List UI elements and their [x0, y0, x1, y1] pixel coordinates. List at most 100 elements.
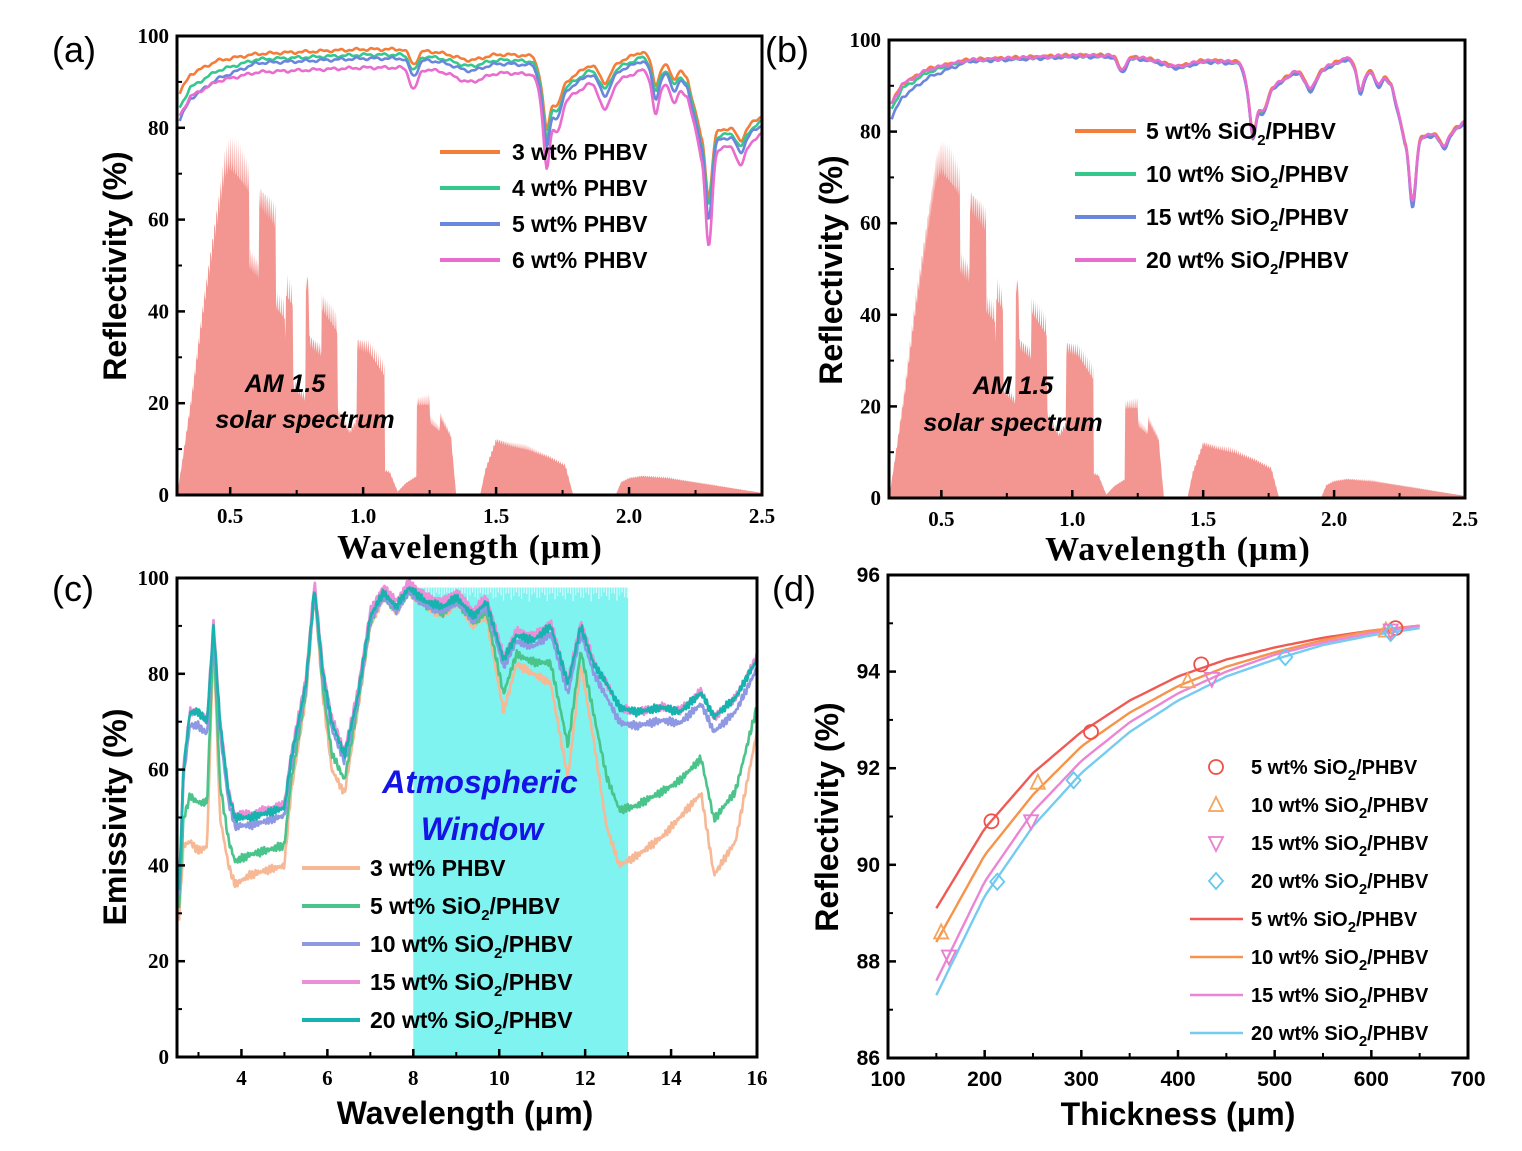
data-point-diamond: [1277, 647, 1294, 667]
x-axis-label-d: Thickness (μm): [1061, 1096, 1296, 1132]
x-tick-label-a: 1.5: [483, 504, 509, 528]
y-tick-label-d: 88: [857, 950, 881, 973]
y-tick-label-a: 80: [148, 116, 169, 140]
x-tick-label-d: 100: [870, 1068, 905, 1091]
y-tick-label-a: 60: [148, 208, 169, 232]
y-tick-label-b: 40: [860, 303, 881, 327]
x-axis-label-a: Wavelength (μm): [337, 529, 603, 566]
legend-label-c: 10 wt% SiO2/PHBV: [370, 931, 573, 962]
y-tick-label-c: 20: [148, 949, 169, 973]
y-axis-label-b: Reflectivity (%): [813, 155, 849, 384]
legend-label-d: 5 wt% SiO2/PHBV: [1251, 757, 1418, 784]
series-line: [177, 586, 757, 891]
legend-label-a: 5 wt% PHBV: [512, 211, 648, 237]
y-tick-label-b: 100: [850, 28, 882, 52]
x-tick-label-c: 4: [236, 1066, 247, 1090]
y-tick-label-d: 86: [857, 1047, 880, 1070]
y-tick-label-c: 100: [138, 566, 170, 590]
legend-label-b: 20 wt% SiO2/PHBV: [1146, 247, 1349, 278]
legend-label-d: 5 wt% SiO2/PHBV: [1251, 909, 1418, 936]
y-tick-label-d: 94: [857, 661, 881, 684]
legend-label-b: 10 wt% SiO2/PHBV: [1146, 161, 1349, 192]
legend-label-d: 15 wt% SiO2/PHBV: [1251, 833, 1429, 860]
y-tick-label-c: 40: [148, 853, 169, 877]
solar-spectrum-area: [889, 140, 1465, 498]
data-point-diamond: [1065, 770, 1082, 790]
series-line: [178, 55, 762, 220]
annotation-am15-b: AM 1.5: [972, 372, 1055, 400]
legend-label-d: 20 wt% SiO2/PHBV: [1251, 871, 1429, 898]
x-tick-label-d: 200: [967, 1068, 1002, 1091]
legend-label-d: 10 wt% SiO2/PHBV: [1251, 795, 1429, 822]
panel-label-d: (d): [772, 568, 816, 609]
y-tick-label-b: 0: [871, 486, 882, 510]
y-tick-label-d: 90: [857, 854, 880, 877]
data-point-triangle-up: [1029, 772, 1047, 790]
x-tick-label-b: 2.0: [1321, 507, 1347, 531]
panel-label-b: (b): [765, 29, 809, 70]
y-axis-label-a: Reflectivity (%): [97, 151, 133, 380]
data-point-triangle-down: [940, 949, 958, 967]
fit-line: [935, 624, 1420, 943]
y-axis-label-d: Reflectivity (%): [809, 702, 845, 931]
legend-label-b: 15 wt% SiO2/PHBV: [1146, 204, 1349, 235]
fit-line: [935, 624, 1420, 909]
solar-spectrum-area: [177, 137, 762, 495]
annotation-window: Window: [421, 811, 545, 847]
x-tick-label-b: 2.5: [1452, 507, 1478, 531]
panel-d: (d) 100 200 300 400 500 600 700 86 88 90 92 94 96 5 …: [772, 564, 1486, 1132]
x-tick-label-d: 500: [1257, 1068, 1292, 1091]
legend-label-a: 4 wt% PHBV: [512, 175, 648, 201]
annotation-atmospheric: Atmospheric: [381, 764, 578, 800]
x-tick-label-c: 8: [408, 1066, 419, 1090]
panel-b: (b) 0.5 1.0 1.5 2.0 2.5 0 20 40 60 80 100 5 wt% Si…: [765, 28, 1478, 568]
legend-label-a: 6 wt% PHBV: [512, 247, 648, 273]
y-tick-label-c: 80: [148, 662, 169, 686]
x-tick-label-c: 14: [661, 1066, 683, 1090]
x-tick-label-c: 16: [747, 1066, 768, 1090]
legend-label-c: 15 wt% SiO2/PHBV: [370, 969, 573, 1000]
y-tick-label-c: 60: [148, 758, 169, 782]
x-tick-label-a: 1.0: [350, 504, 376, 528]
legend-label-d: 10 wt% SiO2/PHBV: [1251, 947, 1429, 974]
data-point-diamond: [1207, 871, 1225, 891]
y-tick-label-a: 20: [148, 391, 169, 415]
y-tick-label-b: 80: [860, 120, 881, 144]
data-point-diamond: [1382, 623, 1399, 643]
x-tick-label-d: 300: [1064, 1068, 1099, 1091]
y-axis-label-c: Emissivity (%): [97, 709, 133, 926]
series-line: [178, 64, 762, 247]
x-tick-label-d: 400: [1160, 1068, 1195, 1091]
series-line: [177, 589, 757, 921]
y-tick-label-b: 20: [860, 394, 881, 418]
x-tick-label-a: 2.0: [616, 504, 642, 528]
x-tick-label-d: 700: [1450, 1068, 1485, 1091]
panel-c: (c) 4 6 8 10 12 14 16 0 20 40 60 80 100 3 wt% PHBV 5 …: [52, 566, 768, 1131]
y-tick-label-a: 0: [159, 483, 170, 507]
panel-label-c: (c): [52, 568, 94, 609]
data-point-circle: [1193, 656, 1210, 673]
y-tick-label-c: 0: [159, 1045, 170, 1069]
data-point-circle: [1208, 759, 1224, 775]
x-tick-label-c: 12: [575, 1066, 596, 1090]
series-line: [178, 46, 762, 198]
data-point-triangle-down: [1022, 814, 1040, 832]
annotation-solar-a: solar spectrum: [215, 406, 394, 434]
series-line: [178, 52, 762, 205]
annotation-solar-b: solar spectrum: [923, 409, 1102, 437]
legend-label-b: 5 wt% SiO2/PHBV: [1146, 118, 1336, 149]
series-line: [890, 52, 1465, 202]
y-tick-label-b: 60: [860, 211, 881, 235]
y-tick-label-d: 92: [857, 757, 880, 780]
fit-line: [935, 624, 1420, 982]
legend-label-d: 15 wt% SiO2/PHBV: [1251, 985, 1429, 1012]
legend-label-a: 3 wt% PHBV: [512, 139, 648, 165]
data-point-circle: [1083, 724, 1099, 740]
y-tick-label-d: 96: [857, 564, 880, 587]
x-tick-label-b: 1.5: [1190, 507, 1216, 531]
data-point-diamond: [989, 872, 1006, 892]
x-tick-label-a: 2.5: [749, 504, 775, 528]
y-tick-label-a: 100: [138, 24, 170, 48]
legend-label-c: 20 wt% SiO2/PHBV: [370, 1007, 573, 1038]
